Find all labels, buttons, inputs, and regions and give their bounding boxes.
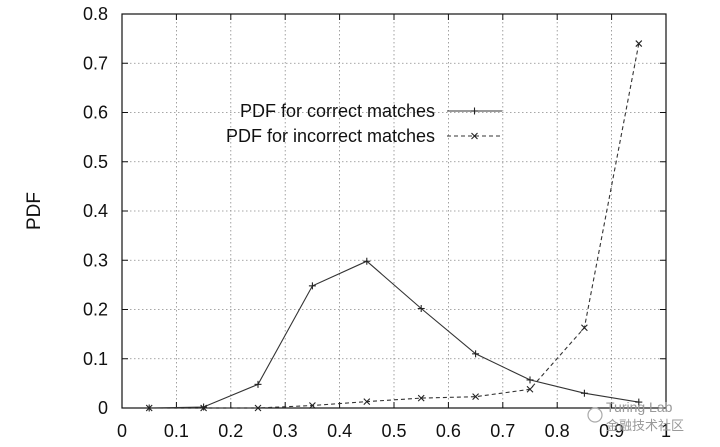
plus-marker	[635, 398, 643, 406]
plus-marker	[471, 107, 478, 115]
x-marker	[635, 40, 643, 47]
x-tick-label: 1	[661, 421, 671, 441]
legend-label: PDF for incorrect matches	[226, 126, 435, 146]
x-tick-label: 0.7	[490, 421, 515, 441]
x-marker	[200, 404, 207, 412]
watermark-logo-icon	[587, 407, 603, 423]
x-tick-label: 0.2	[218, 421, 243, 441]
plus-marker	[308, 282, 316, 290]
plus-marker	[526, 376, 534, 384]
x-tick-label: 0.5	[381, 421, 406, 441]
plus-marker	[580, 389, 588, 397]
watermark-text: Turing Lab	[606, 399, 673, 415]
x-marker	[254, 404, 262, 412]
watermark-subtext: 金融技术社区	[606, 418, 684, 433]
y-tick-label: 0	[98, 398, 108, 418]
x-marker	[526, 385, 534, 393]
plus-marker	[472, 350, 480, 358]
grid	[122, 14, 666, 408]
plus-marker	[254, 380, 262, 388]
series	[145, 40, 643, 412]
series-line	[149, 43, 640, 409]
x-tick-label: 0.3	[273, 421, 298, 441]
x-tick-label: 0.6	[436, 421, 461, 441]
x-tick-label: 0.4	[327, 421, 352, 441]
x-marker	[471, 132, 478, 140]
plus-marker	[200, 403, 208, 411]
y-tick-label: 0.2	[83, 300, 108, 320]
y-tick-label: 0.1	[83, 349, 108, 369]
x-tick-label: 0	[117, 421, 127, 441]
tick-labels: 0 0.1 0.2 0.3 0.4 0.5 0.6 0.7 0.8 0.9 1 0 0.1 0.2 0.3 0…	[83, 4, 671, 441]
plus-marker	[417, 305, 425, 313]
y-axis-title: PDF	[24, 192, 45, 230]
plus-marker	[363, 257, 371, 265]
x-marker	[472, 393, 479, 401]
x-marker	[417, 394, 425, 402]
y-tick-label: 0.8	[83, 4, 108, 24]
series-2	[145, 40, 643, 412]
x-tick-label: 0.1	[164, 421, 189, 441]
x-marker	[309, 402, 316, 409]
x-marker	[145, 404, 153, 412]
y-tick-label: 0.7	[83, 53, 108, 73]
y-tick-label: 0.3	[83, 250, 108, 270]
y-tick-label: 0.5	[83, 152, 108, 172]
watermark: Turing Lab 金融技术社区	[587, 399, 684, 433]
y-tick-label: 0.4	[83, 201, 108, 221]
x-tick-label: 0.9	[599, 421, 624, 441]
tick-marks	[121, 13, 667, 409]
legend: PDF for correct matches PDF for incorrect…	[226, 101, 502, 146]
x-marker	[581, 324, 588, 332]
series-line	[149, 260, 639, 409]
series-1	[145, 257, 643, 412]
y-tick-label: 0.6	[83, 103, 108, 123]
x-tick-label: 0.8	[545, 421, 570, 441]
x-marker	[363, 398, 371, 405]
legend-label: PDF for correct matches	[240, 101, 435, 121]
